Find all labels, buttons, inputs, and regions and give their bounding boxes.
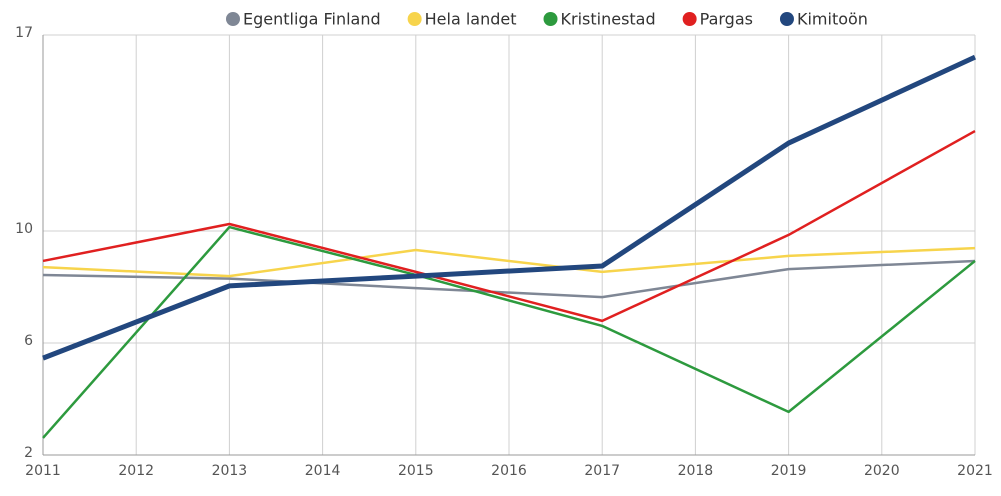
legend-marker: [543, 12, 558, 26]
legend-label: Kristinestad: [561, 10, 656, 29]
x-tick-label: 2018: [678, 463, 714, 479]
y-tick-label: 2: [24, 445, 33, 461]
legend-marker: [779, 12, 794, 26]
x-tick-label: 2017: [584, 463, 620, 479]
y-tick-label: 6: [24, 333, 33, 349]
x-tick-label: 2014: [305, 463, 341, 479]
series-line: [42, 129, 976, 323]
legend-marker: [682, 12, 697, 26]
x-tick-label: 2021: [957, 463, 993, 479]
x-tick-label: 2020: [864, 463, 900, 479]
series-line: [42, 246, 976, 278]
legend-label: Pargas: [700, 10, 753, 29]
legend-label: Hela landet: [425, 10, 517, 29]
x-tick-label: 2013: [212, 463, 248, 479]
x-tick-label: 2015: [398, 463, 434, 479]
x-tick-label: 2019: [771, 463, 807, 479]
legend-label: Egentliga Finland: [243, 10, 381, 29]
x-tick-label: 2012: [118, 463, 154, 479]
series-line: [42, 225, 976, 439]
x-tick-label: 2016: [491, 463, 527, 479]
series-line: [42, 54, 977, 361]
legend-label: Kimitoön: [797, 10, 868, 29]
y-tick-label: 10: [15, 221, 33, 237]
x-tick-label: 2011: [25, 463, 61, 479]
legend-marker: [407, 12, 422, 26]
legend-marker: [226, 12, 240, 26]
series-line: [42, 259, 976, 299]
y-tick-label: 17: [15, 25, 33, 41]
